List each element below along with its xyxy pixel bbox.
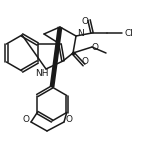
Text: Cl: Cl	[125, 28, 133, 38]
Text: O: O	[66, 114, 72, 124]
Text: N: N	[77, 29, 83, 38]
Text: O: O	[91, 42, 98, 51]
Text: O: O	[22, 114, 29, 124]
Text: O: O	[81, 57, 88, 66]
Text: O: O	[81, 16, 88, 26]
Text: NH: NH	[35, 70, 49, 79]
